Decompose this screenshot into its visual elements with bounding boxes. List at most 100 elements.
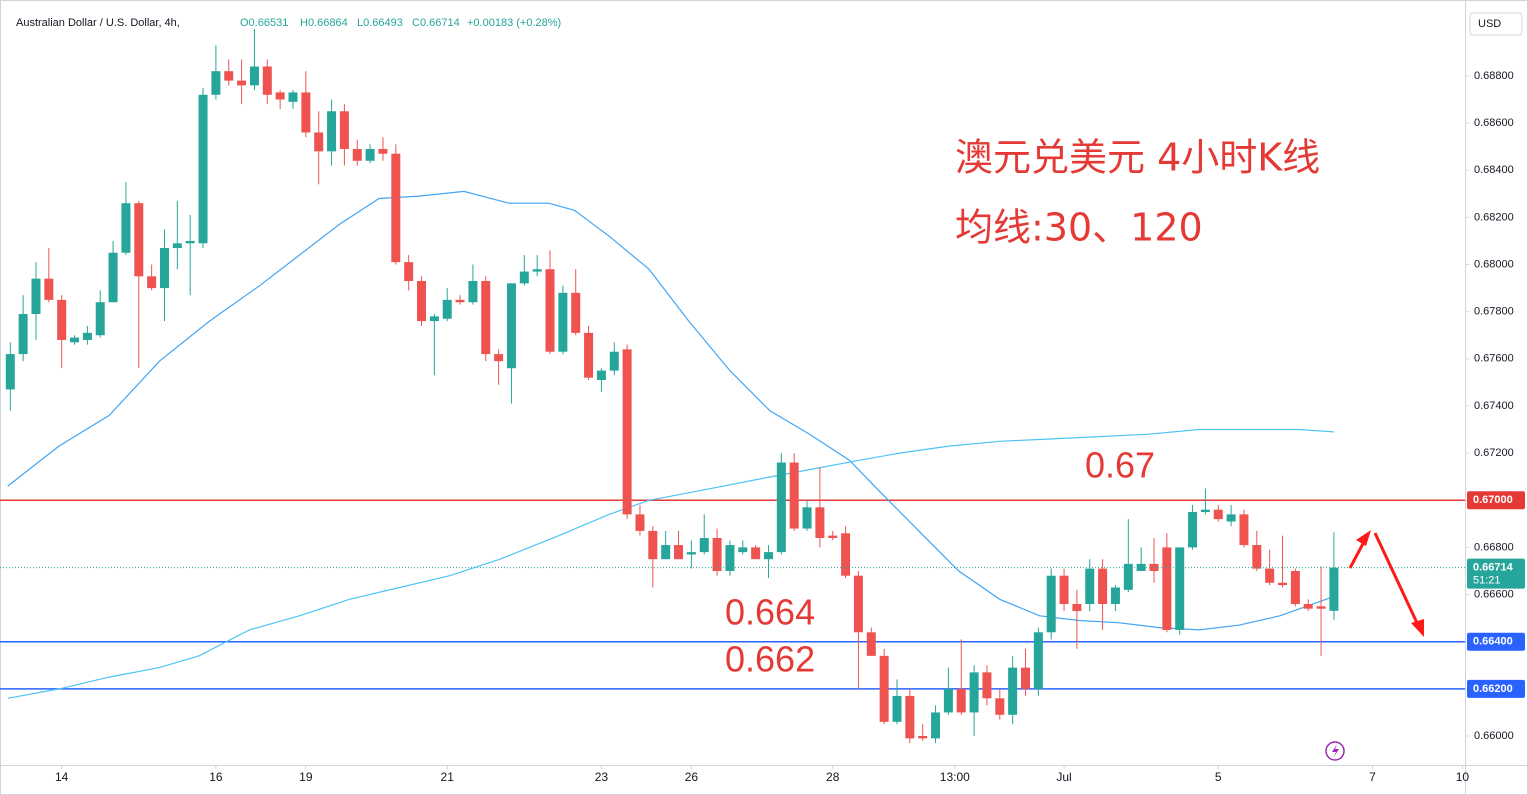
candle-body: [1162, 547, 1172, 630]
candle-body: [1200, 509, 1210, 513]
candle-body: [1175, 547, 1185, 630]
y-tick-label: 0.68800: [1474, 70, 1514, 82]
candle-body: [841, 533, 851, 576]
ohlc-high: H0.66864: [300, 17, 348, 29]
price-tag-label: 0.66400: [1473, 636, 1513, 648]
candle-body: [339, 111, 349, 149]
candle-body: [725, 545, 735, 571]
ohlc-change: +0.00183 (+0.28%): [467, 17, 561, 29]
candle-body: [147, 276, 157, 289]
candle-body: [995, 698, 1005, 715]
candle-body: [712, 537, 722, 571]
last-price-label: 0.66714: [1473, 562, 1514, 574]
y-tick-label: 0.68000: [1474, 258, 1514, 270]
candle-body: [956, 688, 966, 713]
candle-body: [699, 537, 709, 553]
candle-body: [314, 132, 324, 152]
candle-body: [378, 148, 388, 154]
price-tag-label: 0.67000: [1473, 494, 1513, 506]
candle-body: [982, 672, 992, 699]
arrow-down: [1373, 532, 1424, 637]
candle-body: [571, 292, 581, 333]
x-tick-label: 14: [55, 770, 69, 784]
candle-body: [1329, 567, 1339, 611]
alert-icon[interactable]: [1325, 741, 1345, 761]
candle-body: [763, 552, 773, 560]
candle-body: [815, 507, 825, 538]
ohlc-low: L0.66493: [357, 17, 403, 29]
candle-body: [1226, 514, 1236, 522]
y-tick-label: 0.67800: [1474, 306, 1514, 318]
candle-body: [288, 92, 298, 102]
ohlc-close: C0.66714: [412, 17, 460, 29]
x-tick-label: 26: [685, 770, 699, 784]
candle-body: [622, 349, 632, 515]
y-tick-label: 0.66600: [1474, 588, 1514, 600]
candle-body: [828, 535, 838, 538]
annotation-title: 澳元兑美元 4小时K线: [955, 136, 1320, 180]
candle-body: [5, 354, 15, 390]
x-tick-label: 13:00: [940, 770, 970, 784]
candle-body: [1188, 512, 1198, 548]
x-tick-label: 28: [826, 770, 840, 784]
candle-body: [365, 148, 375, 161]
candle-body: [686, 552, 696, 555]
countdown: 51:21: [1473, 575, 1501, 587]
moving-average: [7, 190, 1333, 631]
candle-body: [404, 262, 414, 282]
candle-body: [738, 547, 748, 553]
candle-body: [943, 688, 953, 713]
candle-body: [1123, 563, 1133, 590]
candle-body: [1213, 509, 1223, 520]
x-tick-label: Jul: [1056, 770, 1071, 784]
candle-body: [134, 203, 144, 277]
currency-button[interactable]: [1469, 12, 1523, 36]
price-tag: [1467, 632, 1525, 651]
candle-body: [558, 292, 568, 352]
candle-body: [609, 351, 619, 371]
candle-body: [429, 316, 439, 322]
candle-body: [1290, 570, 1300, 604]
candle-body: [1316, 606, 1326, 609]
candle-body: [327, 111, 337, 152]
plot-area: [0, 28, 1465, 744]
candle-body: [969, 672, 979, 713]
candle-body: [1239, 514, 1249, 546]
x-tick-label: 5: [1215, 770, 1222, 784]
candle-body: [1059, 575, 1069, 604]
candle-body: [506, 283, 516, 369]
y-tick-label: 0.66000: [1474, 730, 1514, 742]
ohlc-open: O0.66531: [240, 17, 288, 29]
y-tick-label: 0.67400: [1474, 400, 1514, 412]
candle-body: [352, 148, 362, 161]
candle-body: [57, 299, 67, 340]
x-tick-label: 16: [209, 770, 223, 784]
x-tick-label: 19: [299, 770, 313, 784]
candle-body: [905, 695, 915, 739]
x-tick-label: 10: [1456, 770, 1470, 784]
candle-body: [1110, 587, 1120, 604]
candle-body: [198, 94, 208, 244]
candle-body: [596, 370, 606, 381]
y-tick-label: 0.67600: [1474, 353, 1514, 365]
candle-body: [224, 71, 234, 81]
candle-body: [1021, 667, 1030, 689]
candle-body: [237, 80, 247, 86]
y-tick-label: 0.68400: [1474, 164, 1514, 176]
annotation-level: 0.67: [1085, 445, 1155, 486]
candle-body: [866, 632, 876, 656]
annotation-level: 0.664: [725, 592, 815, 633]
candle-body: [1046, 575, 1056, 633]
candle-body: [635, 514, 645, 531]
y-tick-label: 0.68200: [1474, 211, 1514, 223]
candle-body: [468, 281, 478, 303]
candle-body: [532, 269, 542, 272]
currency[interactable]: USD: [1478, 18, 1501, 30]
annotation-ma: 均线:30、120: [955, 206, 1203, 250]
candle-body: [18, 314, 28, 355]
candle-body: [776, 462, 786, 553]
y-tick-label: 0.68600: [1474, 117, 1514, 129]
x-tick-label: 23: [595, 770, 609, 784]
